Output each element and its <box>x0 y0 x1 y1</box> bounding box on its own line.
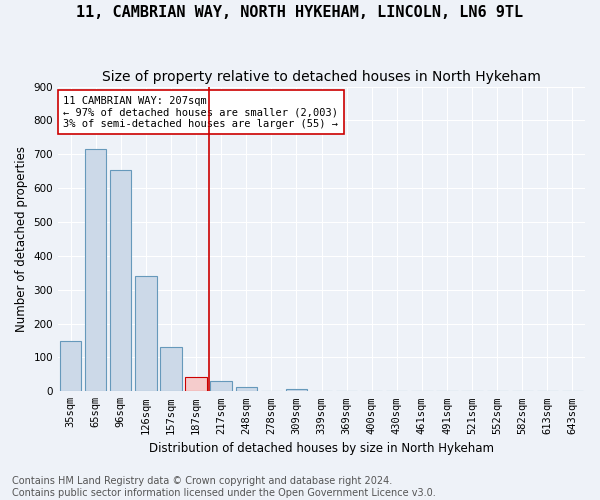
Bar <box>236 387 257 392</box>
Title: Size of property relative to detached houses in North Hykeham: Size of property relative to detached ho… <box>102 70 541 84</box>
Bar <box>160 348 182 392</box>
Bar <box>211 381 232 392</box>
Bar <box>110 170 131 392</box>
Bar <box>60 340 81 392</box>
Text: 11, CAMBRIAN WAY, NORTH HYKEHAM, LINCOLN, LN6 9TL: 11, CAMBRIAN WAY, NORTH HYKEHAM, LINCOLN… <box>76 5 524 20</box>
Y-axis label: Number of detached properties: Number of detached properties <box>15 146 28 332</box>
Text: 11 CAMBRIAN WAY: 207sqm
← 97% of detached houses are smaller (2,003)
3% of semi-: 11 CAMBRIAN WAY: 207sqm ← 97% of detache… <box>64 96 338 129</box>
Bar <box>286 388 307 392</box>
Text: Contains HM Land Registry data © Crown copyright and database right 2024.
Contai: Contains HM Land Registry data © Crown c… <box>12 476 436 498</box>
Bar <box>135 276 157 392</box>
Bar <box>185 377 207 392</box>
Bar <box>85 149 106 392</box>
X-axis label: Distribution of detached houses by size in North Hykeham: Distribution of detached houses by size … <box>149 442 494 455</box>
